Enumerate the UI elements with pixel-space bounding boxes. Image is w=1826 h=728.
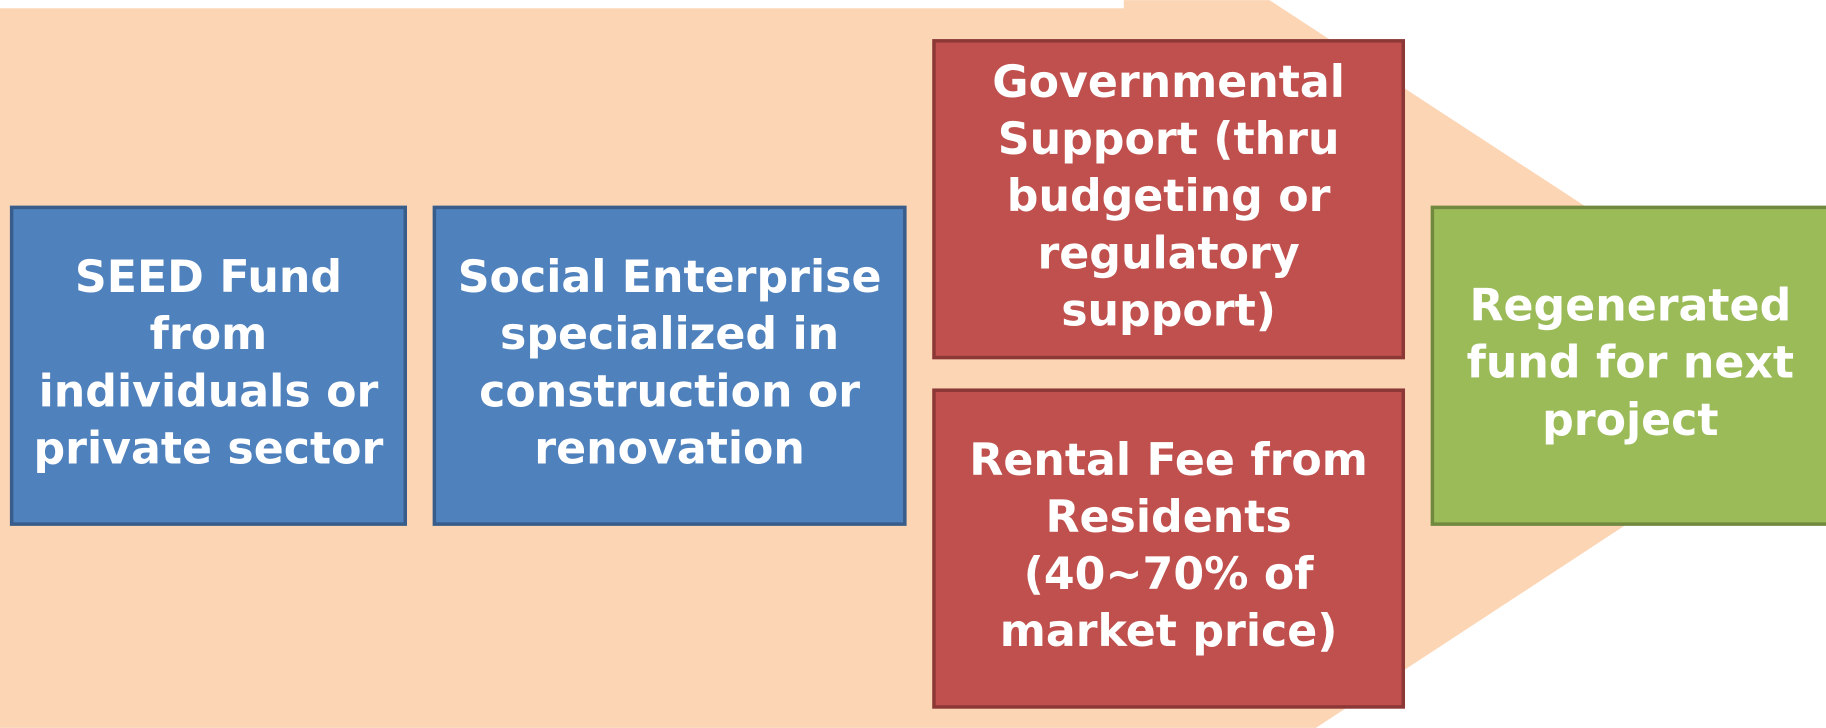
box-label: fund for next (1467, 338, 1794, 389)
box-label: individuals or (39, 366, 379, 417)
box-label: Residents (1045, 492, 1291, 543)
box-label: renovation (534, 423, 805, 474)
box-label: regulatory (1037, 228, 1299, 279)
box-label: project (1542, 395, 1718, 446)
box-label: SEED Fund (75, 252, 342, 303)
box-label: budgeting or (1007, 171, 1331, 222)
box-label: (40~70% of (1024, 549, 1315, 600)
box-label: Rental Fee from (969, 435, 1368, 486)
box (9, 205, 408, 526)
box-label: private sector (33, 423, 383, 474)
box (932, 39, 1406, 360)
box-label: from (150, 309, 268, 360)
box-label: Governmental (992, 57, 1345, 108)
box-label: specialized in (500, 309, 839, 360)
box-label: support) (1061, 285, 1276, 336)
box (1430, 205, 1826, 526)
box-label: construction or (479, 366, 860, 417)
box-label: market price) (1000, 606, 1338, 657)
box-label: Support (thru (998, 114, 1340, 165)
box-label: Social Enterprise (458, 252, 882, 303)
box (432, 205, 907, 526)
box-label: Regenerated (1469, 281, 1791, 332)
box (932, 388, 1406, 709)
